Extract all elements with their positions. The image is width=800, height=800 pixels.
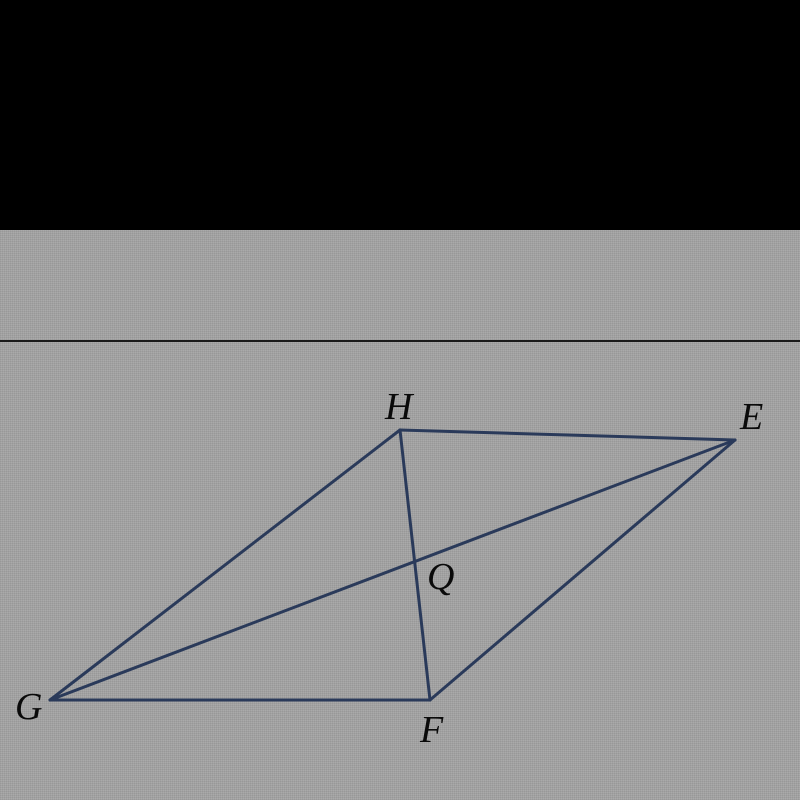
- vertex-label-E: E: [740, 395, 763, 439]
- vertex-label-F: F: [420, 708, 443, 752]
- edge-H-E: [400, 430, 735, 440]
- vertex-label-H: H: [385, 385, 412, 429]
- edge-G-H: [50, 430, 400, 700]
- edge-E-F: [430, 440, 735, 700]
- vertex-label-G: G: [15, 685, 42, 729]
- edge-G-E: [50, 440, 735, 700]
- vertex-label-Q: Q: [427, 555, 454, 599]
- diagram-edges: [50, 430, 735, 700]
